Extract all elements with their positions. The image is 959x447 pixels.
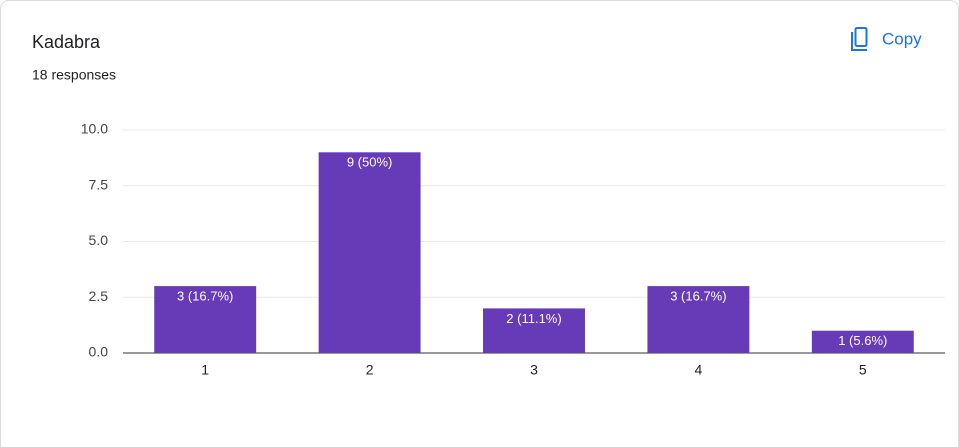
data-label: 3 (16.7%)	[670, 289, 726, 304]
x-tick-label: 2	[366, 362, 374, 378]
data-label: 9 (50%)	[347, 155, 393, 170]
x-tick-label: 3	[530, 362, 538, 378]
y-tick-label: 2.5	[89, 288, 109, 304]
copy-icon	[854, 27, 868, 47]
bar	[318, 152, 421, 353]
data-label: 2 (11.1%)	[506, 311, 561, 326]
x-tick-label: 4	[695, 362, 703, 378]
data-label: 1 (5.6%)	[838, 333, 887, 348]
y-tick-label: 7.5	[89, 176, 109, 192]
bar	[154, 286, 257, 353]
chart-subtitle: 18 responses	[32, 67, 116, 83]
y-tick-label: 0.0	[89, 344, 109, 360]
copy-icon	[851, 32, 867, 51]
y-tick-label: 5.0	[89, 232, 109, 248]
data-label: 3 (16.7%)	[177, 289, 233, 304]
copy-label[interactable]: Copy	[882, 29, 922, 48]
x-tick-label: 1	[201, 362, 209, 378]
y-tick-label: 10.0	[81, 121, 108, 137]
x-tick-label: 5	[859, 362, 867, 378]
copy-button[interactable]: Copy	[838, 22, 938, 58]
bar	[483, 308, 585, 353]
bar	[811, 330, 914, 353]
bar	[647, 286, 750, 353]
chart-title: Kadabra	[32, 32, 101, 52]
